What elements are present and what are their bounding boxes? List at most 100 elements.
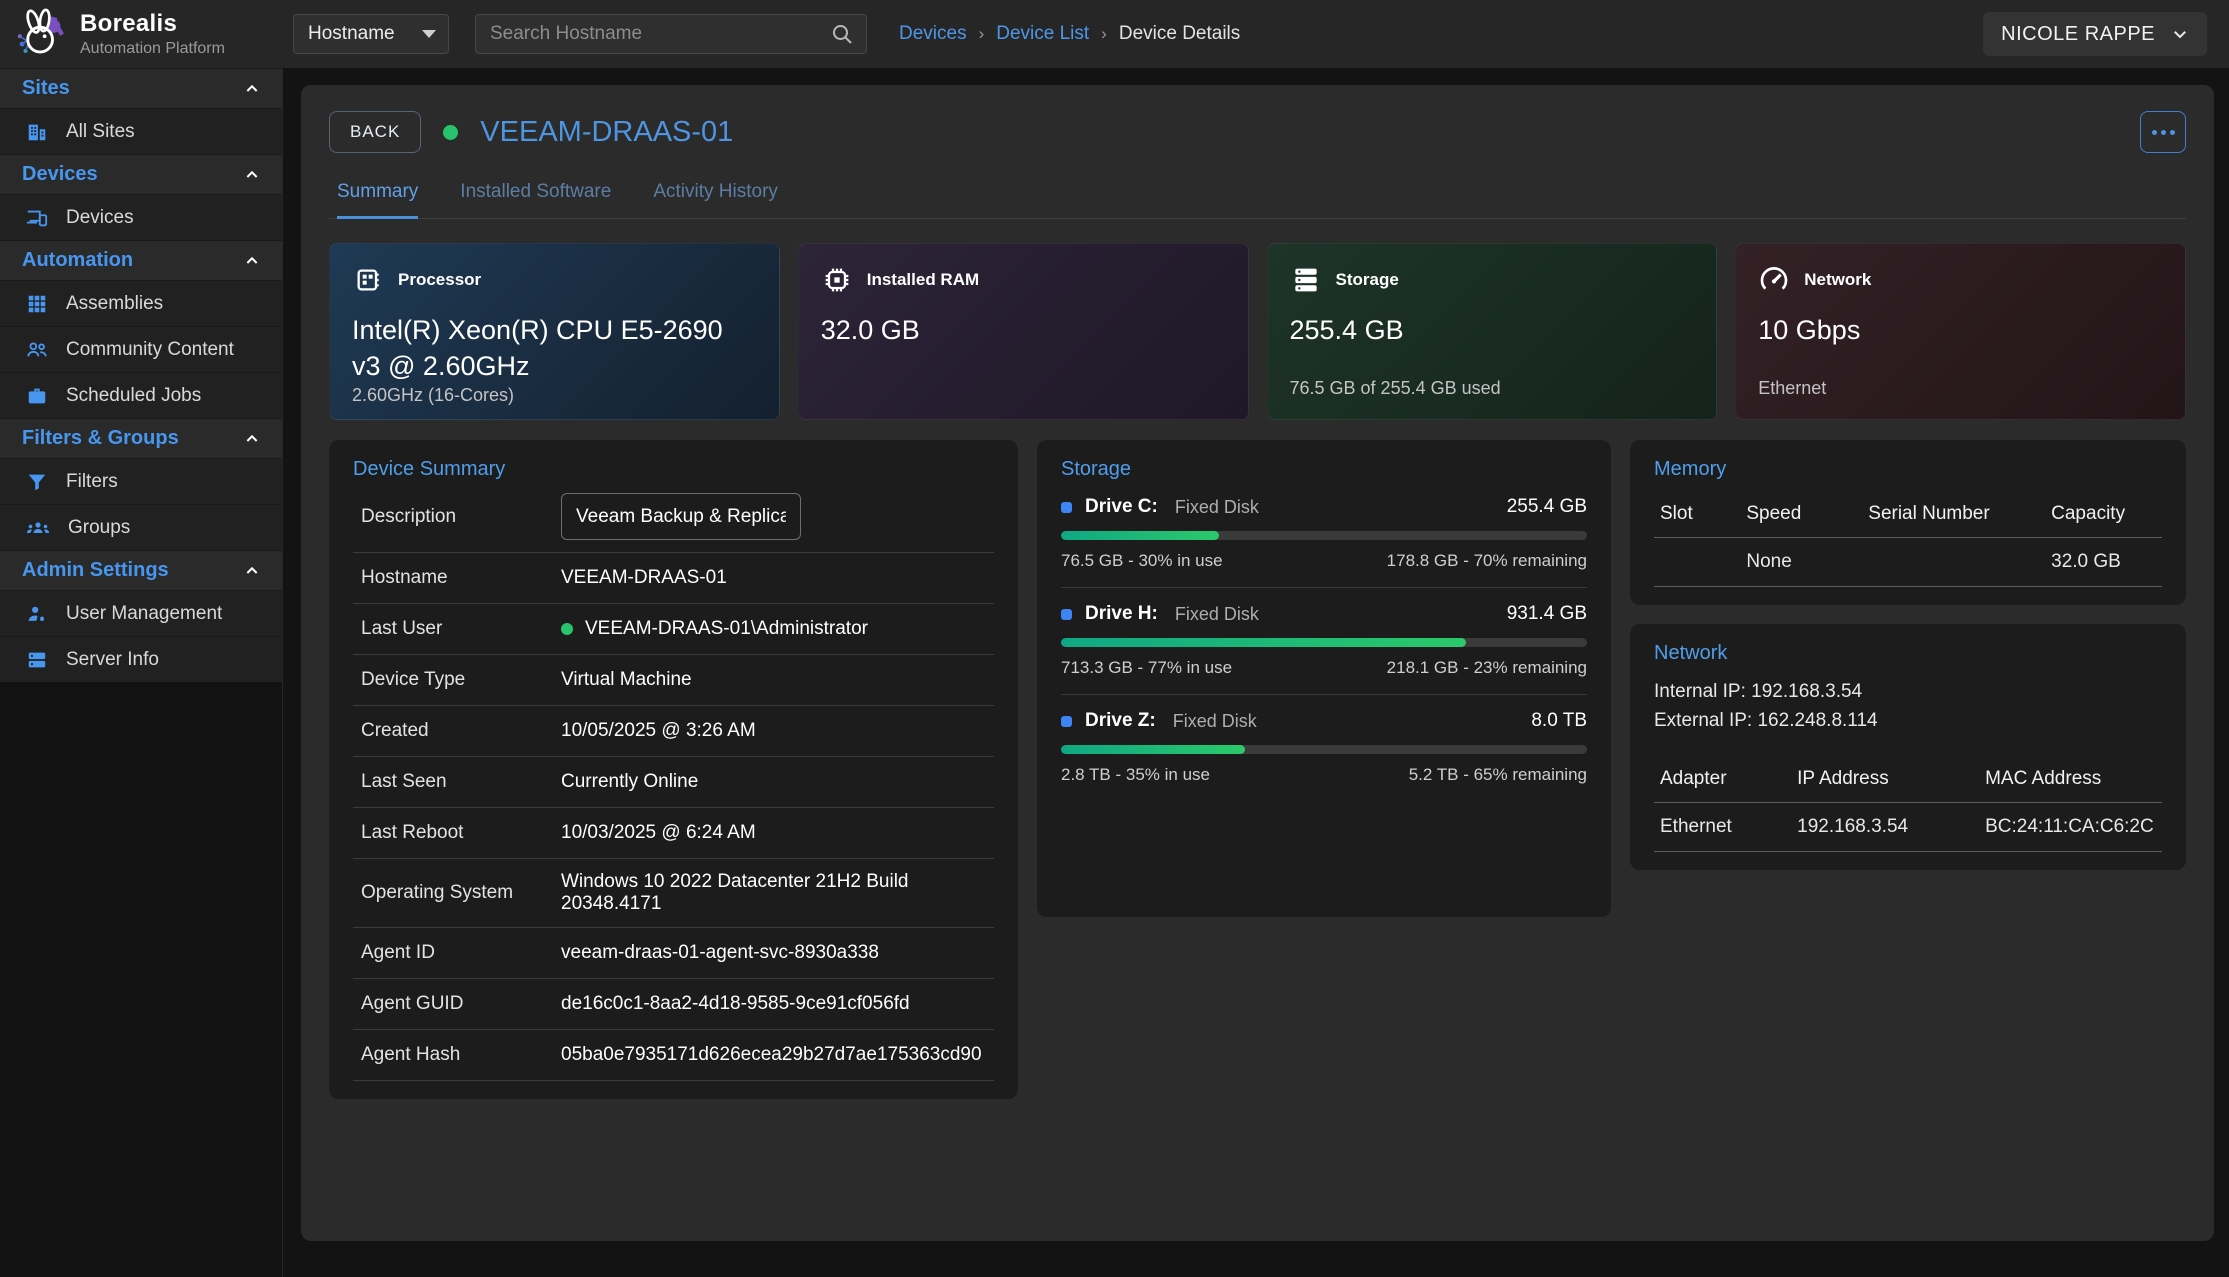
row-label: Device Type bbox=[361, 669, 466, 690]
memory-speed: None bbox=[1740, 537, 1863, 587]
sidebar-item-devices[interactable]: Devices bbox=[0, 194, 282, 240]
section-label: Devices bbox=[22, 163, 98, 185]
description-input[interactable] bbox=[561, 493, 801, 540]
sidebar-item-label: All Sites bbox=[66, 120, 135, 142]
sidebar-item-label: Groups bbox=[68, 516, 131, 538]
memory-serial bbox=[1862, 537, 2046, 587]
user-name: NICOLE RAPPE bbox=[2001, 22, 2155, 45]
adapter-ip: 192.168.3.54 bbox=[1791, 802, 1980, 852]
caret-down-icon bbox=[422, 30, 436, 38]
hostname-filter-dropdown[interactable]: Hostname bbox=[293, 14, 449, 54]
sidebar-item-user-management[interactable]: User Management bbox=[0, 590, 282, 636]
column-header-speed: Speed bbox=[1740, 491, 1863, 538]
device-details-page: BACK VEEAM-DRAAS-01 Summary Installed So… bbox=[301, 85, 2214, 1241]
drive-type: Fixed Disk bbox=[1172, 710, 1257, 731]
drive-size: 931.4 GB bbox=[1506, 603, 1587, 624]
drive-name: Drive Z: bbox=[1085, 710, 1156, 731]
drive-row-c: Drive C: Fixed Disk 255.4 GB 76.5 GB - 3… bbox=[1061, 481, 1587, 588]
drive-used-label: 713.3 GB - 77% in use bbox=[1061, 658, 1233, 677]
sidebar-item-assemblies[interactable]: Assemblies bbox=[0, 280, 282, 326]
cpu-icon bbox=[352, 264, 384, 296]
drive-name: Drive H: bbox=[1085, 603, 1158, 624]
drive-type: Fixed Disk bbox=[1174, 496, 1259, 517]
row-value: 10/03/2025 @ 6:24 AM bbox=[561, 822, 756, 843]
sidebar-item-groups[interactable]: Groups bbox=[0, 504, 282, 550]
sidebar-item-server-info[interactable]: Server Info bbox=[0, 636, 282, 682]
row-value: veeam-draas-01-agent-svc-8930a338 bbox=[561, 942, 879, 963]
server-icon bbox=[26, 649, 48, 671]
summary-row-last-reboot: Last Reboot 10/03/2025 @ 6:24 AM bbox=[353, 808, 994, 859]
row-value: Windows 10 2022 Datacenter 21H2 Build 20… bbox=[561, 871, 909, 914]
summary-row-agent-hash: Agent Hash 05ba0e7935171d626ecea29b27d7a… bbox=[353, 1030, 994, 1081]
internal-ip: Internal IP: 192.168.3.54 bbox=[1654, 681, 1863, 702]
online-status-dot bbox=[561, 623, 573, 635]
panel-title: Device Summary bbox=[353, 458, 506, 480]
tab-activity-history[interactable]: Activity History bbox=[653, 181, 778, 202]
column-header-capacity: Capacity bbox=[2045, 491, 2162, 538]
sidebar-section-automation[interactable]: Automation bbox=[0, 240, 282, 280]
row-value: 10/05/2025 @ 3:26 AM bbox=[561, 720, 756, 741]
sidebar: Sites All Sites Devices Devices Automati… bbox=[0, 68, 283, 1277]
sidebar-section-admin-settings[interactable]: Admin Settings bbox=[0, 550, 282, 590]
stat-card-title: Processor bbox=[398, 270, 482, 289]
sidebar-item-label: Server Info bbox=[66, 648, 159, 670]
tab-summary[interactable]: Summary bbox=[337, 181, 419, 219]
external-ip: External IP: 162.248.8.114 bbox=[1654, 710, 1878, 732]
devices-icon bbox=[26, 207, 48, 229]
summary-row-agent-guid: Agent GUID de16c0c1-8aa2-4d18-9585-9ce91… bbox=[353, 979, 994, 1030]
drive-type: Fixed Disk bbox=[1174, 603, 1259, 624]
speedometer-icon bbox=[1758, 264, 1790, 296]
briefcase-icon bbox=[26, 385, 48, 407]
sidebar-section-devices[interactable]: Devices bbox=[0, 154, 282, 194]
drive-remaining-label: 178.8 GB - 70% remaining bbox=[1386, 551, 1587, 570]
drive-name: Drive C: bbox=[1085, 496, 1158, 517]
row-label: Created bbox=[361, 720, 429, 741]
sidebar-item-filters[interactable]: Filters bbox=[0, 458, 282, 504]
drive-row-z: Drive Z: Fixed Disk 8.0 TB 2.8 TB - 35% … bbox=[1061, 695, 1587, 801]
more-options-button[interactable] bbox=[2140, 111, 2186, 153]
drive-bullet-icon bbox=[1061, 501, 1072, 513]
sidebar-section-filters-groups[interactable]: Filters & Groups bbox=[0, 418, 282, 458]
sidebar-item-all-sites[interactable]: All Sites bbox=[0, 108, 282, 154]
network-subtext: Ethernet bbox=[1758, 378, 1827, 398]
search-input[interactable] bbox=[490, 23, 830, 45]
search-icon bbox=[830, 22, 854, 46]
panels: Device Summary Description Hostname VEEA… bbox=[329, 440, 2186, 1099]
drive-usage-bar bbox=[1061, 531, 1587, 540]
breadcrumb-device-list[interactable]: Device List bbox=[996, 23, 1090, 44]
search-box[interactable] bbox=[475, 14, 867, 54]
drive-row-h: Drive H: Fixed Disk 931.4 GB 713.3 GB - … bbox=[1061, 588, 1587, 695]
drive-usage-bar bbox=[1061, 745, 1587, 754]
building-icon bbox=[26, 121, 48, 143]
brand-name: Borealis bbox=[80, 10, 178, 37]
panel-title: Memory bbox=[1654, 458, 1727, 480]
brand: Borealis Automation Platform bbox=[0, 7, 283, 61]
drive-used-label: 2.8 TB - 35% in use bbox=[1061, 765, 1210, 784]
row-label: Operating System bbox=[361, 882, 514, 903]
memory-panel: Memory Slot Speed Serial Number Capacity bbox=[1630, 440, 2186, 605]
summary-row-last-seen: Last Seen Currently Online bbox=[353, 757, 994, 808]
stat-card-title: Storage bbox=[1335, 270, 1399, 289]
tab-installed-software[interactable]: Installed Software bbox=[460, 181, 612, 202]
borealis-rabbit-logo-icon bbox=[12, 7, 66, 61]
hostname-filter-value: Hostname bbox=[308, 23, 395, 44]
chevron-down-icon bbox=[2174, 31, 2186, 39]
sidebar-section-sites[interactable]: Sites bbox=[0, 68, 282, 108]
table-row: None 32.0 GB bbox=[1654, 537, 2162, 587]
drive-size: 8.0 TB bbox=[1531, 710, 1587, 731]
breadcrumb-devices[interactable]: Devices bbox=[899, 23, 967, 44]
user-menu[interactable]: NICOLE RAPPE bbox=[1983, 12, 2207, 56]
sidebar-item-scheduled-jobs[interactable]: Scheduled Jobs bbox=[0, 372, 282, 418]
sidebar-item-community-content[interactable]: Community Content bbox=[0, 326, 282, 372]
stat-cards: Processor Intel(R) Xeon(R) CPU E5-2690 v… bbox=[329, 243, 2186, 420]
row-label: Agent GUID bbox=[361, 993, 464, 1014]
storage-subtext: 76.5 GB of 255.4 GB used bbox=[1289, 378, 1501, 398]
row-label: Agent Hash bbox=[361, 1044, 461, 1065]
section-label: Admin Settings bbox=[22, 559, 169, 581]
storage-value: 255.4 GB bbox=[1289, 315, 1404, 345]
network-adapter-table: Adapter IP Address MAC Address Ethernet … bbox=[1654, 755, 2162, 852]
network-card: Network 10 Gbps Ethernet bbox=[1735, 243, 2186, 420]
ram-icon bbox=[821, 264, 853, 296]
stat-card-title: Installed RAM bbox=[866, 270, 980, 289]
back-button[interactable]: BACK bbox=[329, 111, 422, 153]
